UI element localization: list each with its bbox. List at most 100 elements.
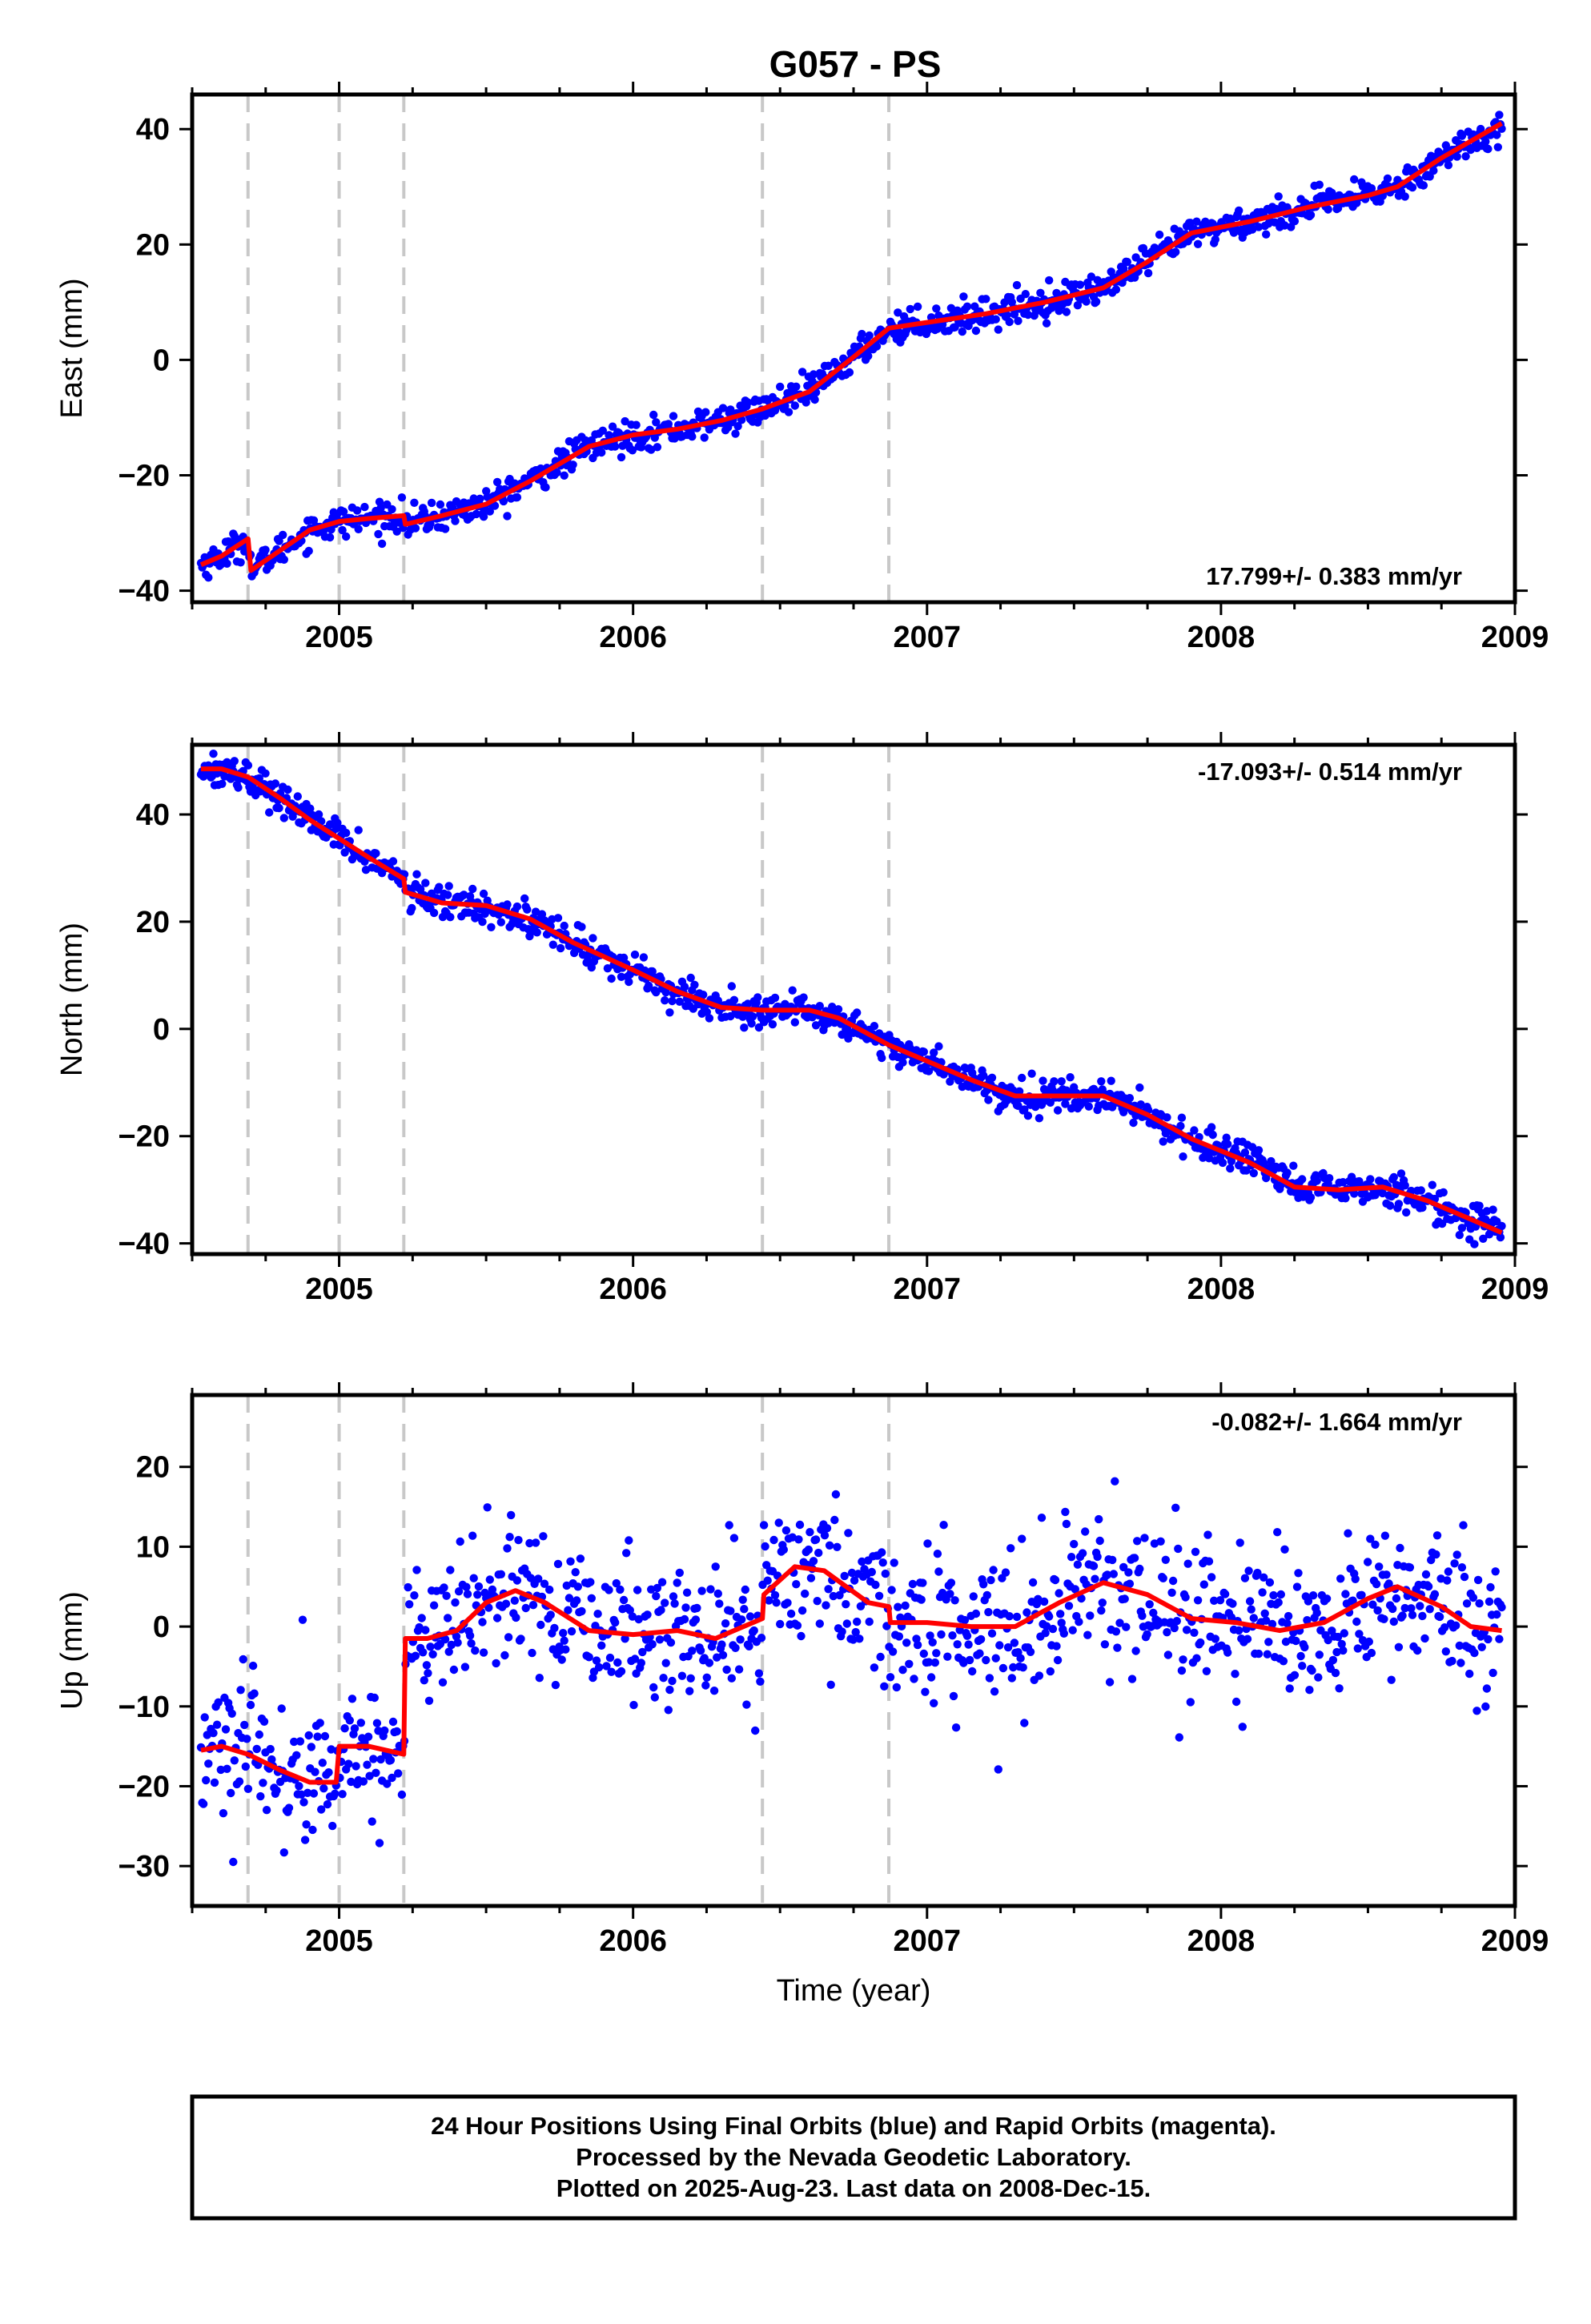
data-point [754, 1669, 764, 1678]
data-point [1012, 1612, 1022, 1622]
data-point [617, 452, 626, 462]
fit-line [200, 1564, 1502, 1785]
data-point [1179, 1152, 1187, 1161]
data-point [715, 1599, 724, 1608]
data-point [388, 505, 396, 514]
data-point [578, 951, 588, 959]
data-point [1140, 1534, 1149, 1542]
data-point [1450, 1559, 1459, 1568]
data-point [702, 1673, 711, 1682]
data-point [802, 398, 810, 407]
data-point [1352, 1617, 1361, 1626]
data-point [971, 326, 981, 336]
data-point [1292, 1582, 1302, 1591]
y-tick-label: 10 [136, 1530, 170, 1564]
data-point [219, 1809, 228, 1818]
data-point [487, 923, 496, 932]
data-point [483, 896, 492, 905]
data-point [1071, 1585, 1080, 1594]
data-point [241, 1762, 250, 1771]
data-point [652, 987, 661, 997]
data-point [858, 1557, 866, 1566]
data-point [743, 398, 753, 407]
data-point [293, 792, 302, 801]
data-point [462, 1582, 471, 1591]
data-point [1163, 1651, 1173, 1659]
data-point [1425, 1605, 1434, 1614]
data-point [469, 1574, 478, 1582]
y-tick-label: 0 [153, 1610, 170, 1644]
data-point [959, 292, 968, 301]
data-point [1138, 1611, 1147, 1620]
data-point [1042, 1622, 1051, 1630]
data-point [932, 1649, 941, 1658]
data-point [564, 1606, 573, 1614]
data-point [1231, 1697, 1241, 1707]
data-point [871, 1580, 880, 1590]
data-point [928, 1638, 937, 1647]
data-point [598, 426, 607, 435]
data-point [484, 1603, 493, 1612]
data-point [1182, 1626, 1191, 1634]
data-point [894, 1052, 902, 1062]
data-point [1493, 1610, 1501, 1619]
data-point [1247, 1605, 1256, 1614]
data-point [731, 429, 740, 438]
data-point [622, 1549, 631, 1558]
data-point [1131, 1647, 1140, 1655]
data-point [881, 1569, 890, 1578]
data-point [1263, 1650, 1272, 1659]
data-point [1306, 211, 1316, 219]
data-point [918, 1578, 927, 1587]
data-point [1050, 1077, 1059, 1086]
data-point [1388, 1604, 1397, 1614]
data-point [557, 1655, 566, 1664]
data-point [657, 1578, 667, 1586]
data-point [223, 559, 231, 568]
data-point [1046, 1098, 1055, 1108]
data-point [298, 1615, 307, 1624]
data-point [1053, 1655, 1063, 1665]
data-point [250, 1689, 259, 1698]
data-point [721, 1619, 730, 1628]
data-point [1290, 1671, 1300, 1679]
data-point [726, 405, 735, 414]
panel-east: 2005 2006 2007 2008 2009 −40 −20 0 20 40 East (mm)… [55, 82, 1549, 654]
data-point [292, 1751, 301, 1759]
data-point [786, 1609, 796, 1618]
data-point [397, 493, 407, 502]
data-point [1039, 1076, 1047, 1085]
data-point [798, 1606, 807, 1615]
data-point [989, 1566, 998, 1574]
data-point [1022, 1608, 1031, 1617]
data-point [1130, 1554, 1139, 1562]
data-point [649, 1683, 658, 1692]
data-point [1444, 161, 1453, 170]
data-point [597, 1641, 606, 1650]
data-point [806, 1574, 816, 1582]
data-point [372, 849, 380, 858]
data-point [526, 928, 536, 937]
y-tick-label: −20 [119, 1770, 170, 1803]
data-point [507, 1510, 516, 1520]
data-point [994, 1765, 1003, 1774]
data-point [559, 1629, 568, 1638]
data-point [1002, 311, 1011, 320]
x-tick-label: 2009 [1481, 1273, 1549, 1306]
data-point [1109, 1570, 1119, 1578]
data-point [680, 1614, 689, 1624]
data-point [653, 1583, 662, 1593]
data-point [809, 1557, 818, 1566]
data-point [1211, 1634, 1220, 1643]
data-point [913, 1640, 922, 1650]
data-point [898, 1666, 907, 1675]
data-point [625, 977, 633, 987]
data-point [602, 1662, 611, 1671]
data-point [1254, 223, 1264, 231]
data-point [1034, 1594, 1043, 1604]
data-point [1037, 1514, 1047, 1522]
data-point [1186, 1698, 1195, 1707]
data-point [847, 1568, 857, 1578]
data-point [1046, 1667, 1055, 1676]
data-point [589, 1673, 597, 1683]
